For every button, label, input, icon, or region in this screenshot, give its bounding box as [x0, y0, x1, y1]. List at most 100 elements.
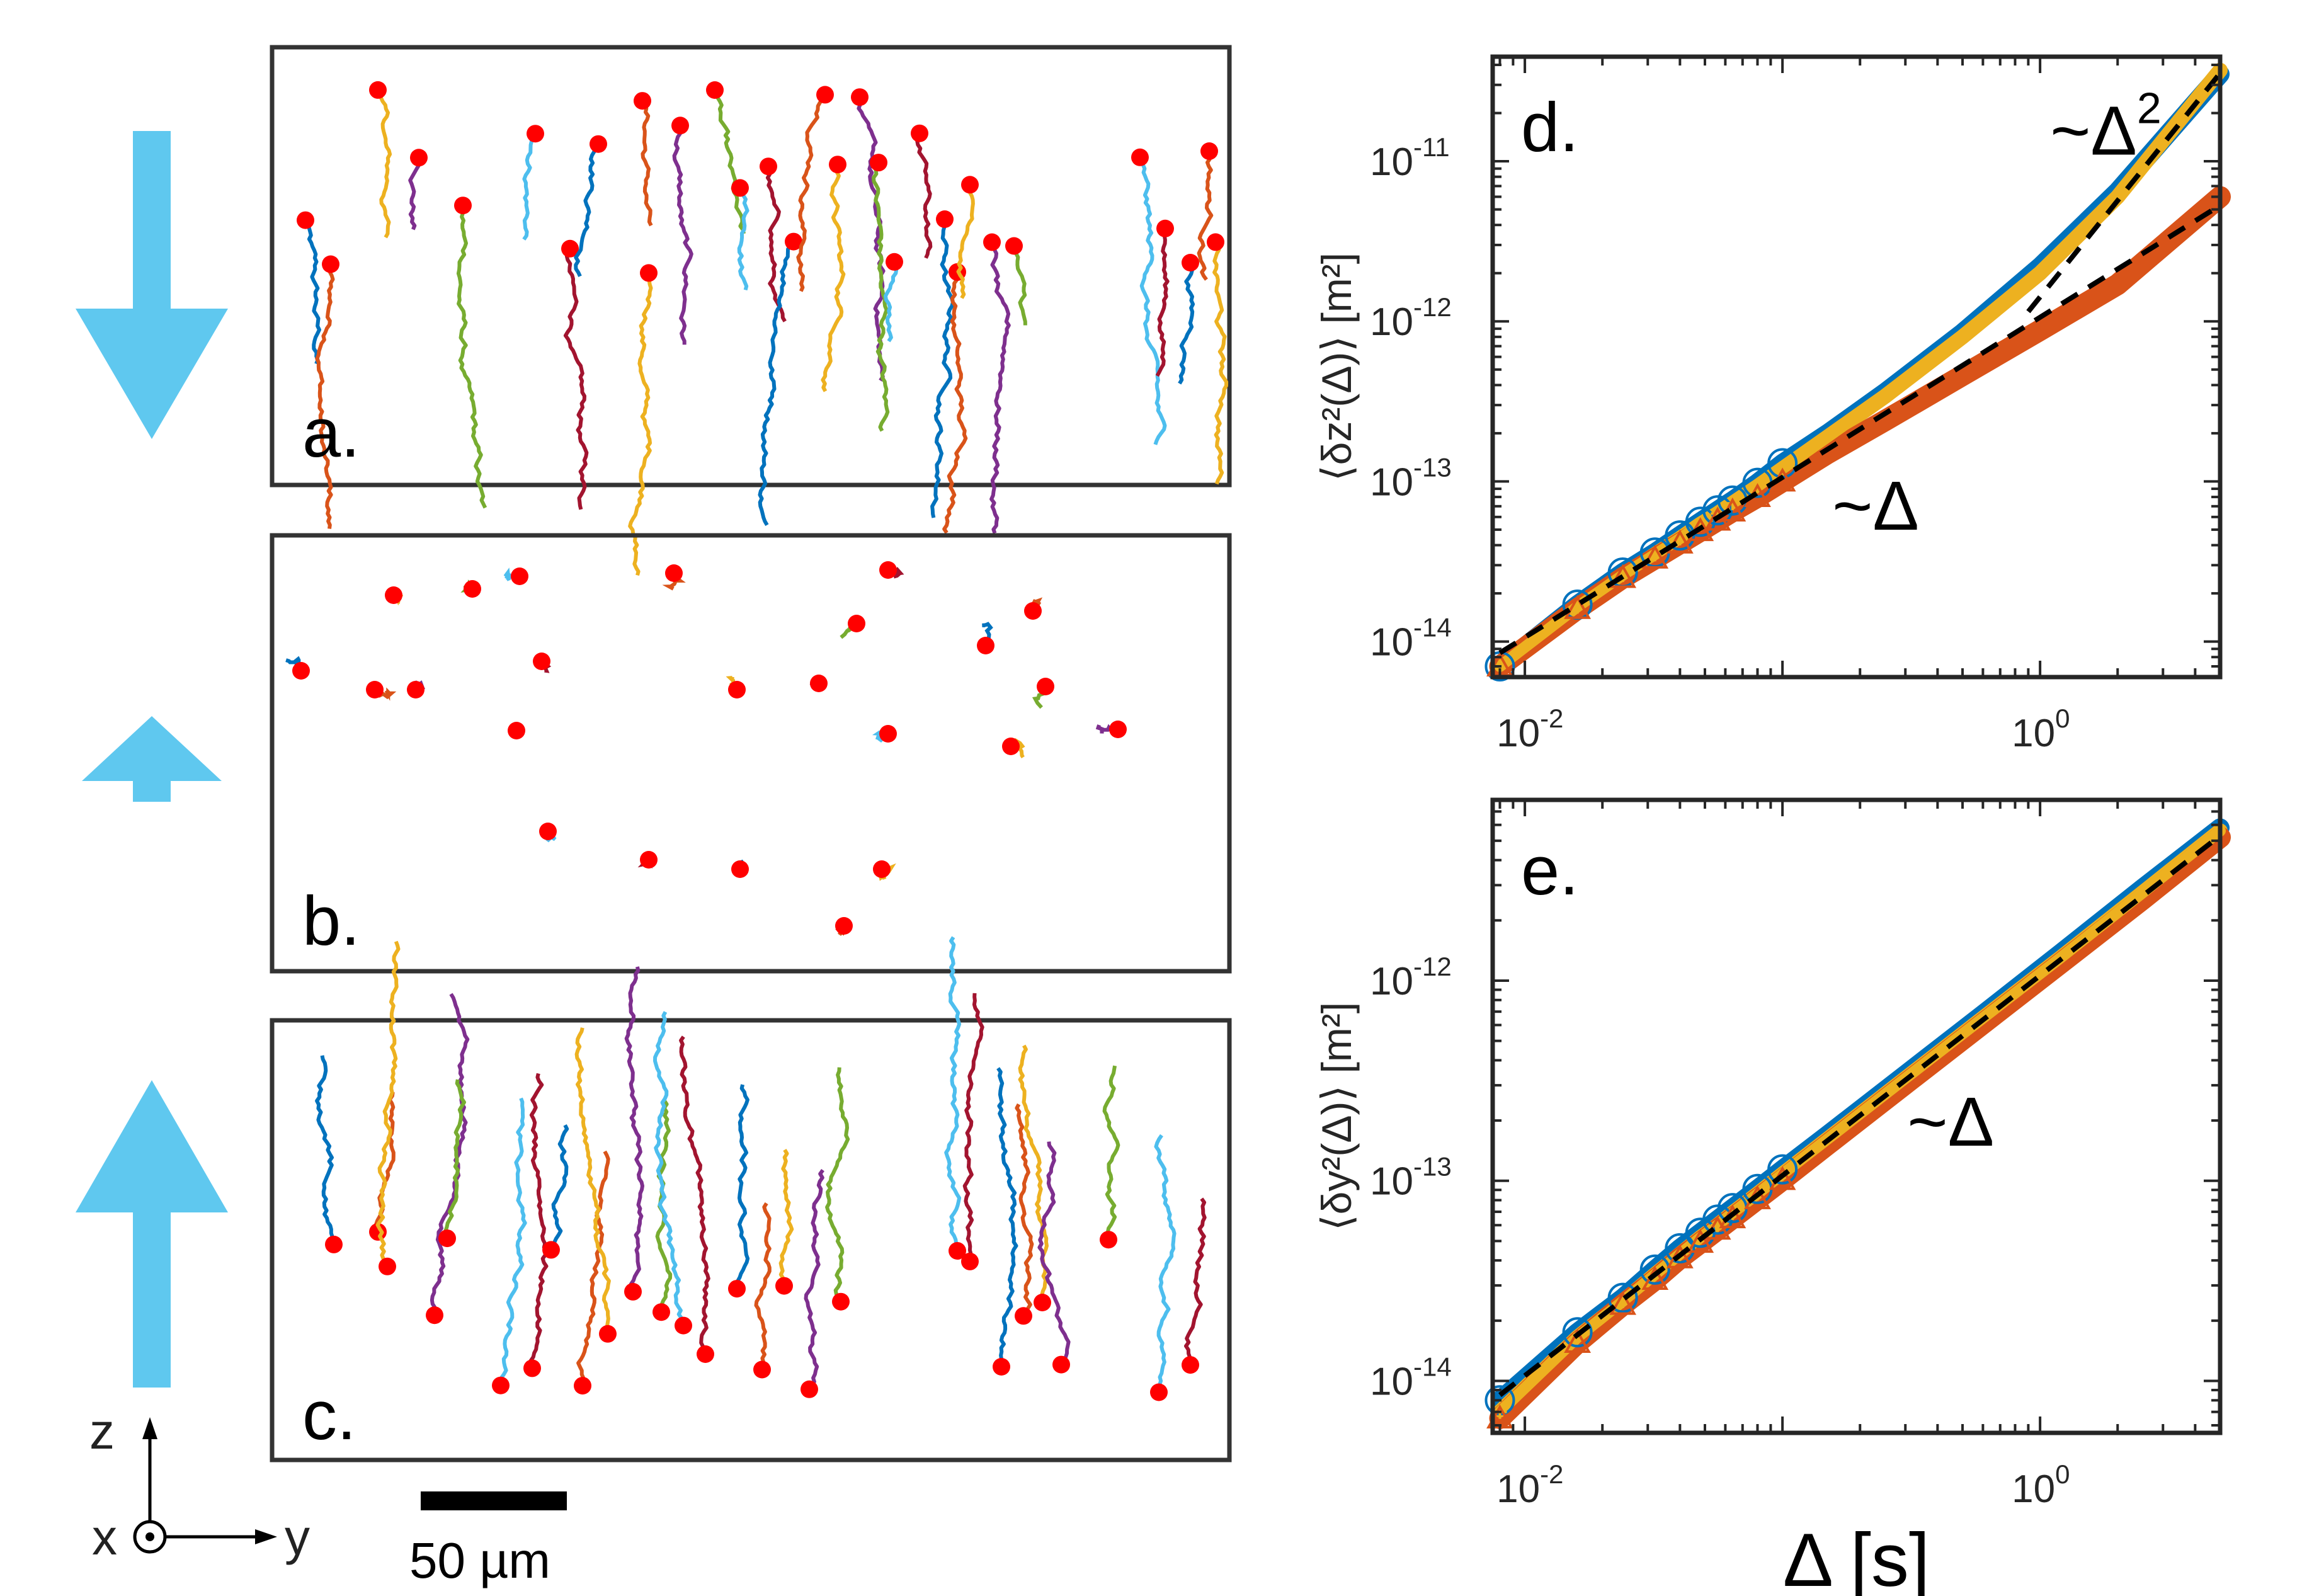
data-point-stationary	[1687, 1229, 1714, 1253]
particle-position	[590, 135, 607, 153]
particle-position	[454, 197, 472, 215]
trajectory	[315, 263, 335, 529]
particle-position	[961, 176, 979, 194]
particle-position	[993, 1358, 1010, 1376]
trajectory	[1197, 150, 1214, 281]
trajectory	[574, 143, 600, 277]
particle-position	[671, 117, 689, 135]
particle-position	[886, 253, 903, 271]
particle-position	[1002, 738, 1020, 755]
particle-position	[879, 561, 897, 579]
axis-z-label: z	[89, 1403, 115, 1459]
particle-position	[574, 1377, 591, 1395]
particle-position	[379, 1257, 396, 1275]
trajectories-panel-a	[297, 81, 1229, 576]
particle-position	[492, 1376, 510, 1394]
particle-position	[785, 232, 802, 251]
trajectory	[574, 1027, 611, 1335]
trajectories-panel-c	[315, 936, 1207, 1401]
trajectory	[804, 1169, 824, 1391]
particle-position	[366, 681, 384, 698]
particle-position	[369, 1223, 387, 1241]
particle-position	[1182, 1356, 1199, 1374]
trajectory	[956, 183, 975, 299]
data-point-down	[1639, 1254, 1670, 1285]
trajectory	[796, 93, 827, 292]
particle-position	[728, 681, 746, 698]
trajectory	[754, 1202, 772, 1371]
y-tick-label: 10-11	[1370, 132, 1450, 184]
data-point-down	[1767, 1154, 1798, 1185]
particle-position	[1024, 602, 1042, 620]
particle-position	[640, 264, 658, 282]
trajectory	[737, 187, 749, 291]
trajectory	[653, 1011, 685, 1327]
particle-position	[1034, 1294, 1051, 1311]
trajectory	[1155, 227, 1170, 377]
trajectory	[778, 1149, 794, 1286]
particle-position	[983, 233, 1001, 251]
particle-position	[1131, 148, 1149, 166]
trajectory	[641, 100, 653, 227]
particle-position	[697, 1345, 714, 1363]
trajectory	[944, 936, 962, 1251]
particle-position	[760, 157, 777, 176]
particle-position	[961, 1252, 979, 1270]
data-point-down	[1685, 506, 1716, 537]
particle-position	[870, 154, 887, 172]
x-tick-label: 100	[2012, 704, 2070, 755]
trajectory	[1037, 1141, 1071, 1366]
chart-d: 10-2 100 10-14 10-13 10-12 10-11 ⟨δz²(Δ)⟩ [m²]…	[1313, 54, 2231, 755]
arrow-down-icon	[76, 131, 228, 439]
data-point-stationary	[1641, 544, 1669, 569]
panel-a-label: a.	[302, 394, 360, 472]
trajectories-panel-b	[285, 561, 1127, 936]
particle-position	[410, 149, 428, 167]
particle-position	[816, 86, 834, 104]
trajectory	[942, 271, 968, 534]
particle-position	[297, 211, 314, 229]
particle-position	[407, 681, 425, 698]
particle-position	[385, 586, 402, 604]
x-tick-label: 10-2	[1496, 1459, 1563, 1511]
trajectory	[825, 1067, 850, 1303]
trajectory	[1184, 1197, 1207, 1365]
plot-frame-d	[1490, 54, 2223, 680]
particle-position	[542, 1241, 560, 1259]
particle-position	[1207, 233, 1224, 251]
particle-position	[728, 1280, 746, 1298]
particle-position	[1015, 1307, 1032, 1325]
trajectory	[527, 1073, 549, 1370]
particle-position	[775, 1277, 793, 1295]
trajectory	[962, 993, 984, 1262]
trajectory	[679, 1035, 710, 1355]
particle-position	[533, 653, 550, 670]
trajectory	[1015, 1103, 1034, 1317]
trajectory	[713, 90, 746, 234]
data-point-down	[1665, 1233, 1695, 1263]
particle-position	[523, 1359, 541, 1377]
particle-position	[634, 92, 651, 110]
particle-position	[848, 615, 865, 632]
particle-position	[561, 239, 579, 258]
particle-position	[675, 1316, 692, 1335]
trajectory	[1138, 156, 1167, 445]
particle-position	[829, 156, 846, 174]
guide-line-slope-2	[2026, 71, 2223, 314]
y-tick-label: 10-12	[1370, 292, 1452, 344]
trajectory	[821, 163, 846, 392]
trajectory	[758, 240, 795, 527]
trajectory	[930, 219, 955, 518]
y-tick-label: 10-14	[1370, 1352, 1452, 1403]
trajectory	[443, 1079, 466, 1239]
particle-position	[508, 722, 525, 739]
particle-position	[753, 1360, 771, 1379]
trajectory	[765, 166, 787, 322]
trajectory	[549, 1124, 569, 1250]
y-arrowhead-icon	[255, 1529, 277, 1544]
data-point-down	[1702, 495, 1733, 526]
trajectory	[884, 261, 899, 343]
x-axis-label: Δ [s]	[1783, 1518, 1930, 1596]
panel-c-frame	[270, 1018, 1232, 1462]
